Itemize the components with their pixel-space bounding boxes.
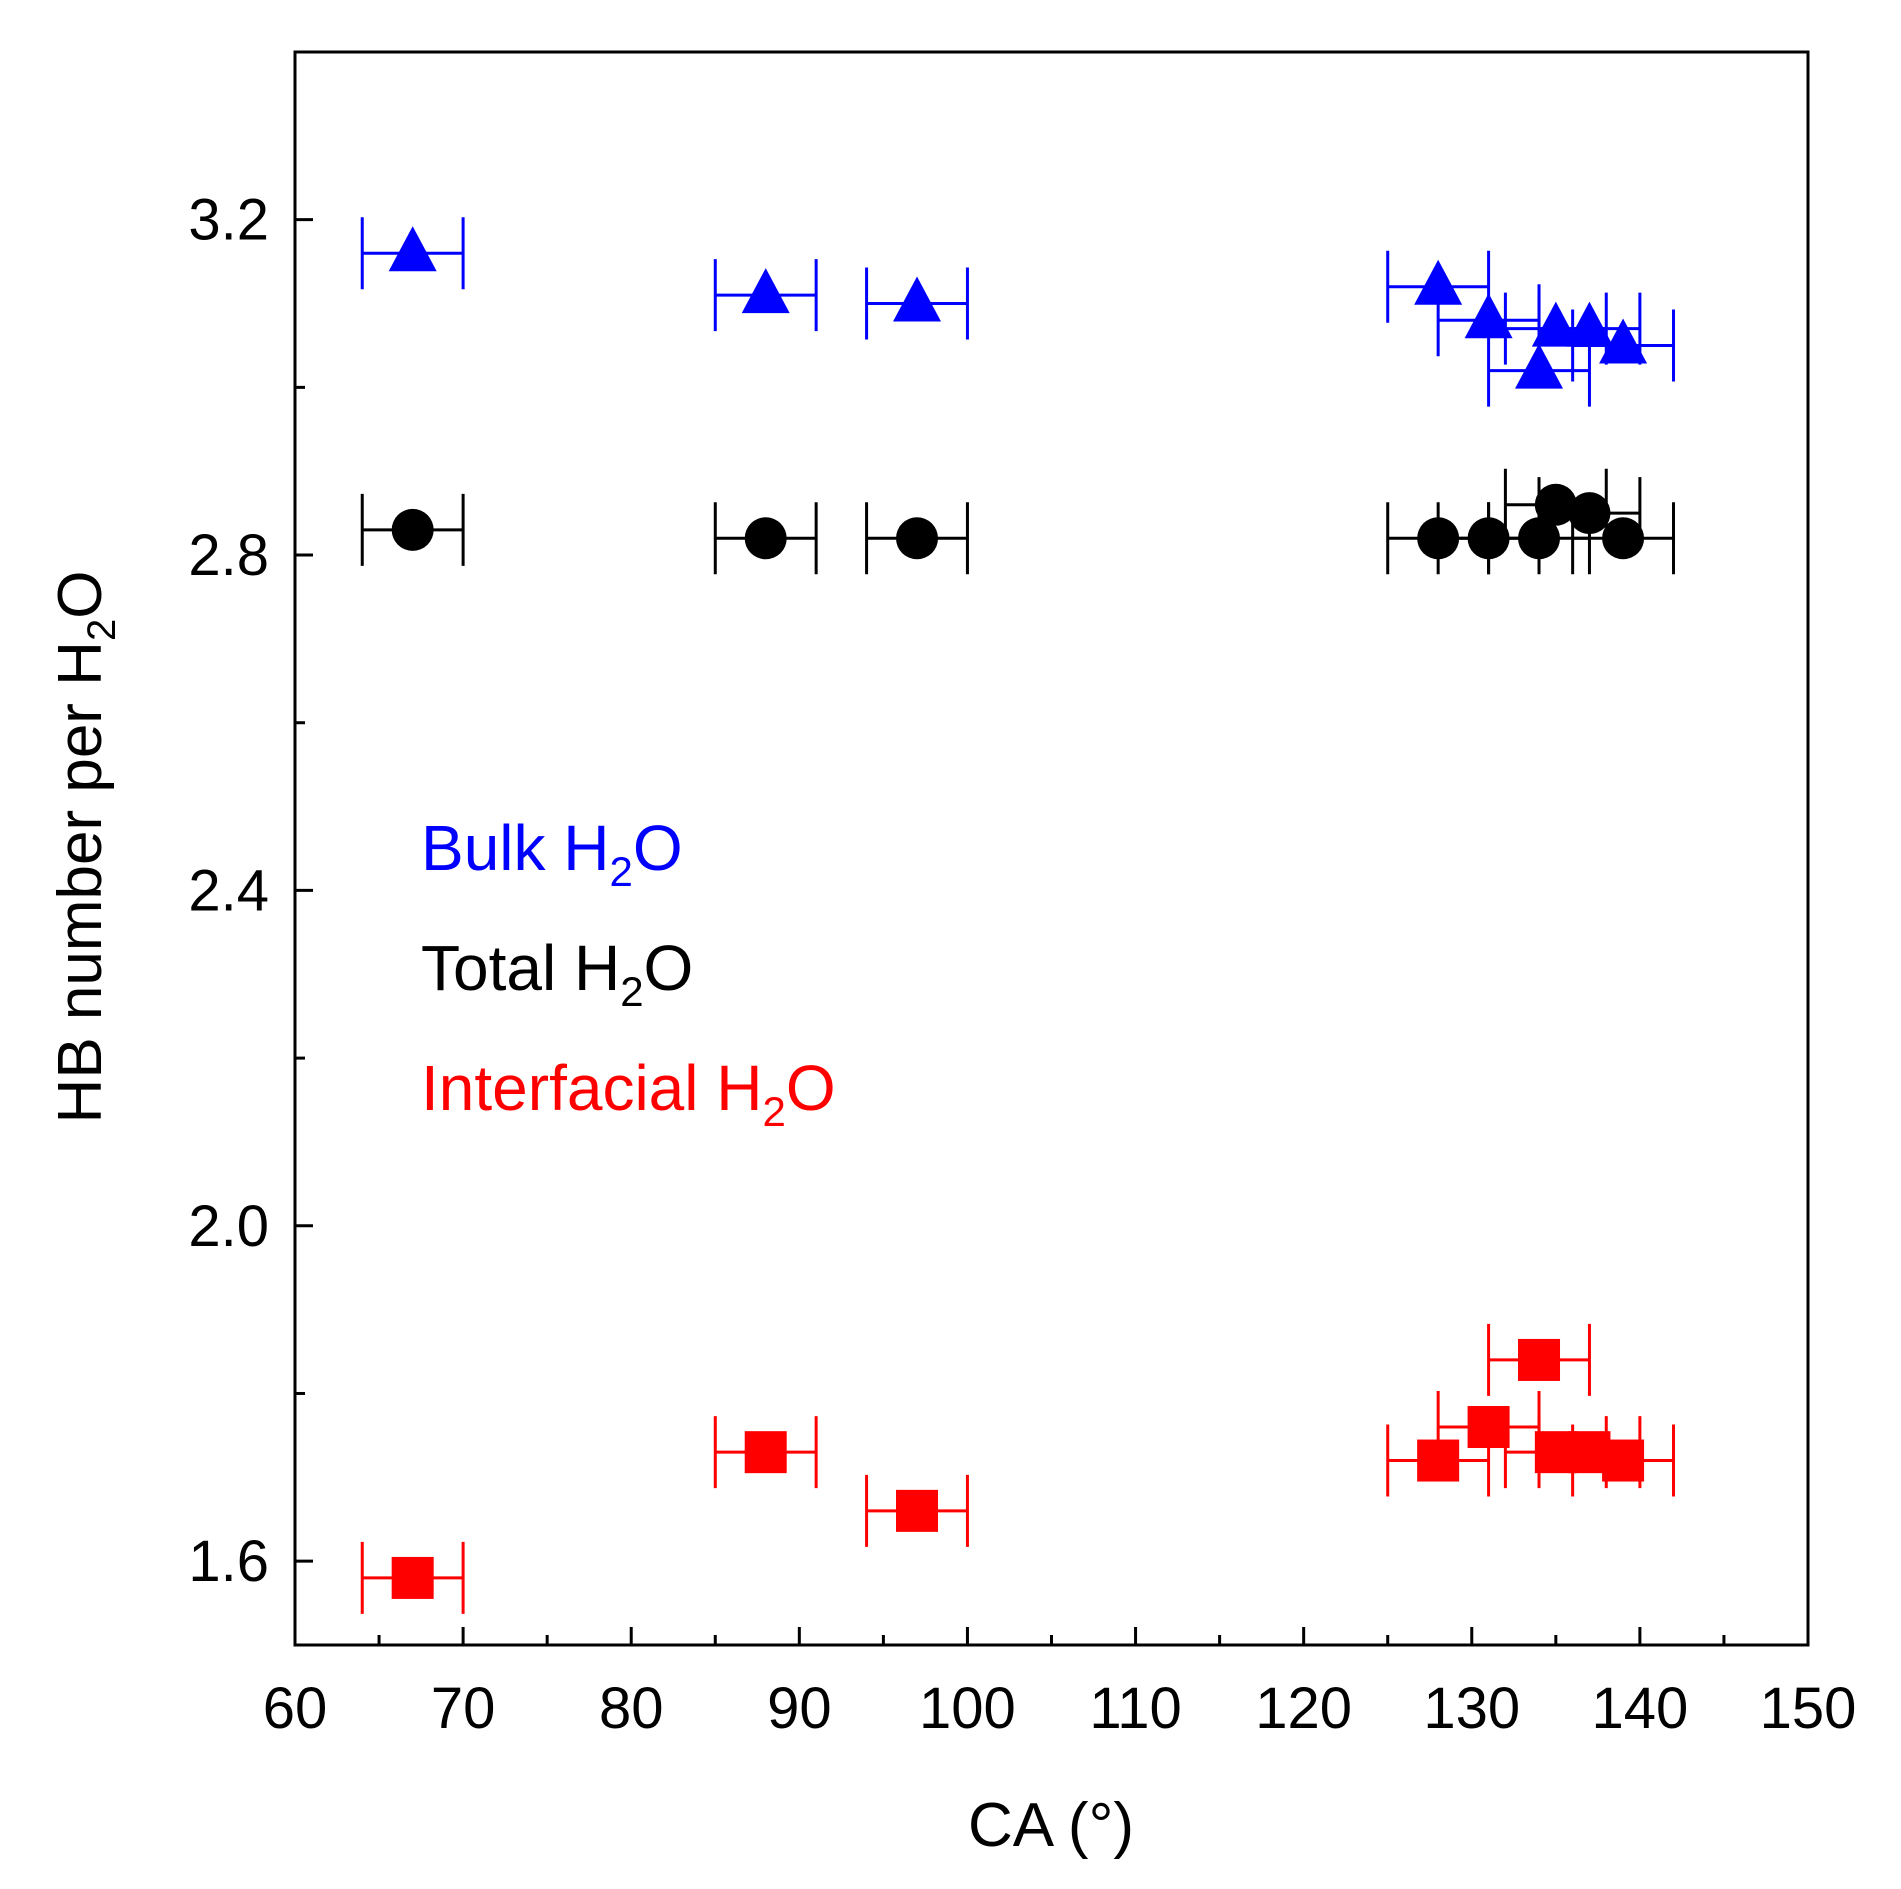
x-axis-title: CA (°) [968, 1791, 1134, 1860]
data-point-square [1467, 1406, 1510, 1449]
y-tick-label: 3.2 [188, 188, 269, 253]
x-tick-label: 100 [919, 1676, 1016, 1741]
x-tick-label: 130 [1423, 1676, 1520, 1741]
data-point-triangle [741, 268, 790, 314]
legend-label-square: Interfacial H2O [421, 1052, 836, 1135]
data-point-circle [1602, 517, 1645, 560]
x-tick-label: 90 [767, 1676, 832, 1741]
x-tick-label: 140 [1591, 1676, 1688, 1741]
data-point-triangle [1565, 301, 1614, 347]
data-point-square [1602, 1439, 1645, 1482]
x-tick-label: 60 [263, 1676, 328, 1741]
y-tick-label: 1.6 [188, 1529, 269, 1594]
data-point-triangle [1414, 259, 1463, 305]
legend: Bulk H2O Total H2O Interfacial H2O [421, 812, 836, 1135]
series-square-group [360, 1323, 1676, 1614]
data-point-triangle [388, 226, 437, 272]
data-point-circle [744, 517, 787, 560]
axis-ticks: 60 70 80 90 100 110 120 130 140 150 1.6 2.0 2.4 2.8 3.… [188, 188, 1856, 1741]
data-point-circle [391, 508, 434, 551]
data-point-triangle [1599, 318, 1648, 364]
series-triangle-group [360, 217, 1676, 407]
x-tick-label: 70 [431, 1676, 496, 1741]
data-point-circle [896, 517, 939, 560]
x-tick-label: 150 [1760, 1676, 1857, 1741]
x-tick-label: 110 [1089, 1676, 1181, 1741]
y-axis-title: HB number per H2O [46, 571, 124, 1124]
x-tick-label: 80 [599, 1676, 664, 1741]
data-point-square [1518, 1338, 1561, 1381]
legend-label-triangle: Bulk H2O [421, 812, 683, 895]
data-point-circle [1534, 483, 1577, 526]
x-tick-label: 120 [1255, 1676, 1352, 1741]
data-point-square [744, 1431, 787, 1474]
data-point-triangle [1531, 301, 1580, 347]
data-point-triangle [893, 276, 942, 322]
data-point-triangle [1515, 343, 1564, 389]
data-markers [360, 217, 1676, 1614]
legend-label-circle: Total H2O [421, 932, 693, 1015]
data-point-square [391, 1556, 434, 1599]
y-tick-label: 2.4 [188, 858, 269, 923]
y-tick-label: 2.0 [188, 1194, 269, 1259]
data-point-square [896, 1489, 939, 1532]
data-point-triangle [1464, 293, 1513, 339]
series-circle-group [360, 468, 1676, 575]
y-tick-label: 2.8 [188, 523, 269, 588]
data-point-circle [1568, 492, 1611, 535]
